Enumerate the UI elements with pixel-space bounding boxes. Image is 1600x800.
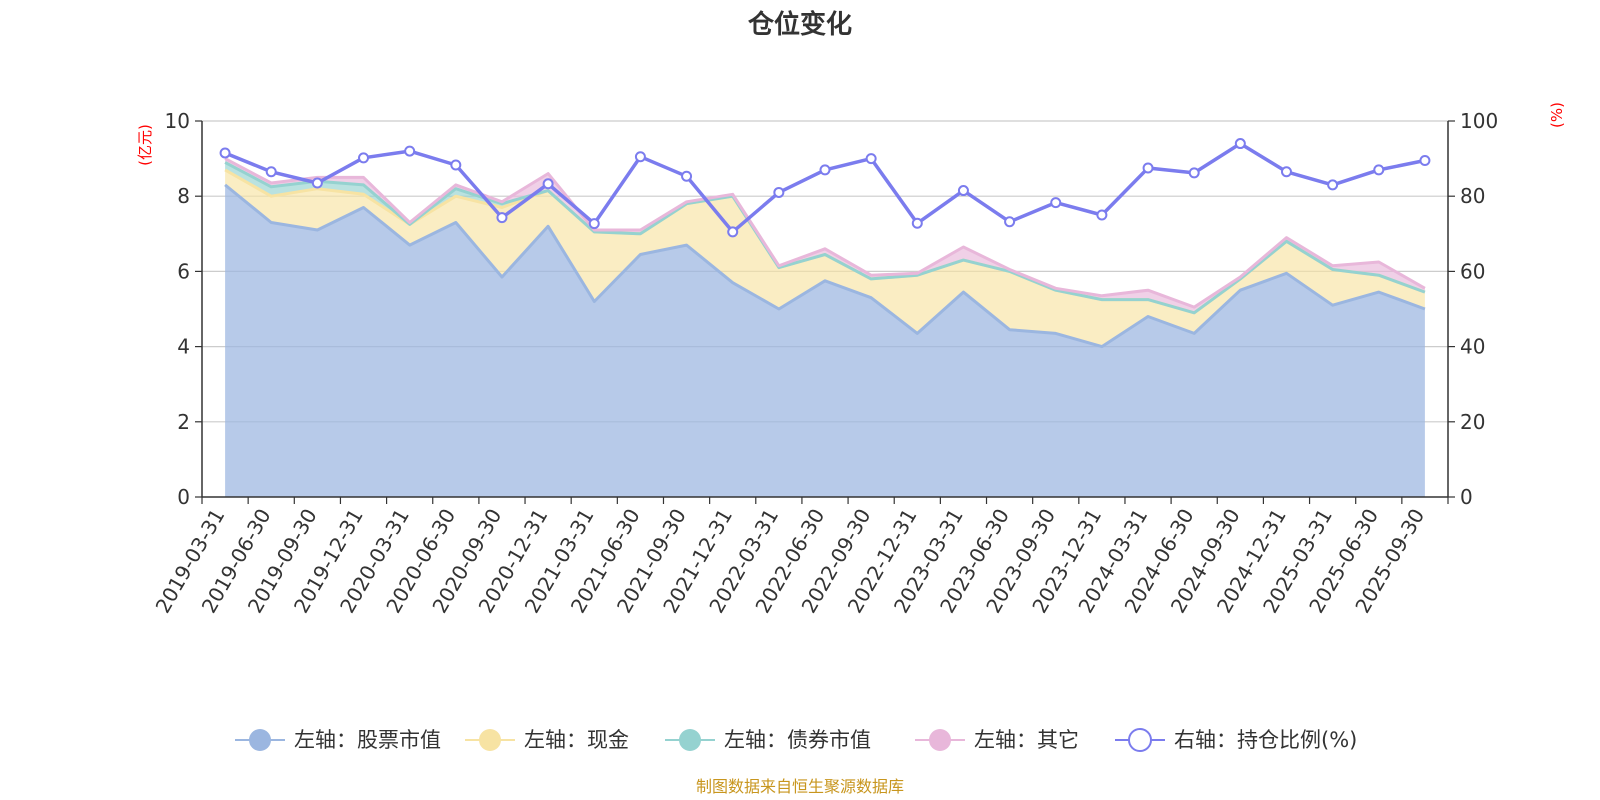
ratio-point	[773, 186, 785, 198]
legend-item: 右轴：持仓比例(%)	[1115, 728, 1357, 752]
legend-label: 左轴：现金	[524, 728, 629, 752]
ratio-point	[1419, 154, 1431, 166]
ratio-point	[1234, 138, 1246, 150]
legend-label: 左轴：其它	[974, 728, 1079, 752]
ratio-point	[450, 159, 462, 171]
stacked-areas	[225, 158, 1425, 497]
area-1	[225, 184, 1425, 497]
legend-label: 右轴：持仓比例(%)	[1174, 728, 1357, 752]
axes	[201, 121, 1449, 498]
left-axis-unit: (亿元)	[136, 124, 154, 166]
legend-symbol	[679, 729, 701, 751]
legend-symbol	[929, 729, 951, 751]
ratio-point	[1373, 164, 1385, 176]
area-2	[225, 169, 1425, 347]
ratio-point	[588, 218, 600, 230]
ratio-point	[1327, 179, 1339, 191]
right-tick-label: 20	[1460, 410, 1485, 434]
position-ratio-series	[219, 138, 1431, 238]
right-tick-label: 0	[1460, 485, 1473, 509]
ratio-point	[1004, 216, 1016, 228]
ratio-point	[219, 147, 231, 159]
ratio-point	[1188, 167, 1200, 179]
ratio-point	[1280, 166, 1292, 178]
ratio-point	[1096, 209, 1108, 221]
left-tick-label: 2	[177, 410, 190, 434]
stacked-area-lines	[224, 157, 1426, 349]
area-line-1	[224, 183, 1426, 349]
legend-item: 左轴：其它	[915, 728, 1079, 752]
legend-item: 左轴：债券市值	[665, 728, 871, 752]
left-tick-label: 8	[177, 184, 190, 208]
legend-item: 左轴：股票市值	[235, 728, 441, 752]
left-axis-ticks: 0 2 4 6 8 10	[165, 109, 202, 509]
ratio-point	[865, 153, 877, 165]
ratio-point	[265, 166, 277, 178]
right-axis-unit: (%)	[1548, 102, 1566, 128]
legend-item: 左轴：现金	[465, 728, 629, 752]
legend-label: 左轴：债券市值	[724, 728, 871, 752]
ratio-point	[358, 152, 370, 164]
chart-title: 仓位变化	[747, 9, 852, 40]
right-axis-ticks: 0 20 40 60 80 100	[1448, 109, 1498, 509]
data-source-note: 制图数据来自恒生聚源数据库	[696, 777, 904, 796]
area-line-3	[224, 161, 1426, 315]
legend-label: 左轴：股票市值	[294, 728, 441, 752]
ratio-point	[727, 226, 739, 238]
ratio-point	[819, 164, 831, 176]
ratio-point	[1050, 197, 1062, 209]
ratio-point	[542, 178, 554, 190]
ratio-point	[957, 185, 969, 197]
right-tick-label: 60	[1460, 259, 1485, 283]
ratio-point	[634, 151, 646, 163]
left-tick-label: 6	[177, 259, 190, 283]
ratio-point	[311, 177, 323, 189]
right-tick-label: 40	[1460, 335, 1485, 359]
left-tick-label: 10	[165, 109, 190, 133]
right-tick-label: 100	[1460, 109, 1498, 133]
left-tick-label: 4	[177, 335, 190, 359]
legend: 左轴：股票市值 左轴：现金 左轴：债券市值 左轴：其它 右轴：持仓比例(%)	[235, 728, 1357, 752]
ratio-point	[681, 170, 693, 182]
legend-symbol	[1128, 728, 1152, 752]
legend-symbol	[479, 729, 501, 751]
ratio-point	[496, 212, 508, 224]
x-axis-ticks: 2019-03-312019-06-302019-09-302019-12-31…	[151, 497, 1449, 617]
right-tick-label: 80	[1460, 184, 1485, 208]
area-line-4	[224, 157, 1426, 309]
ratio-point	[1142, 162, 1154, 174]
ratio-point	[911, 217, 923, 229]
ratio-point	[404, 145, 416, 157]
legend-symbol	[249, 729, 271, 751]
left-tick-label: 0	[177, 485, 190, 509]
